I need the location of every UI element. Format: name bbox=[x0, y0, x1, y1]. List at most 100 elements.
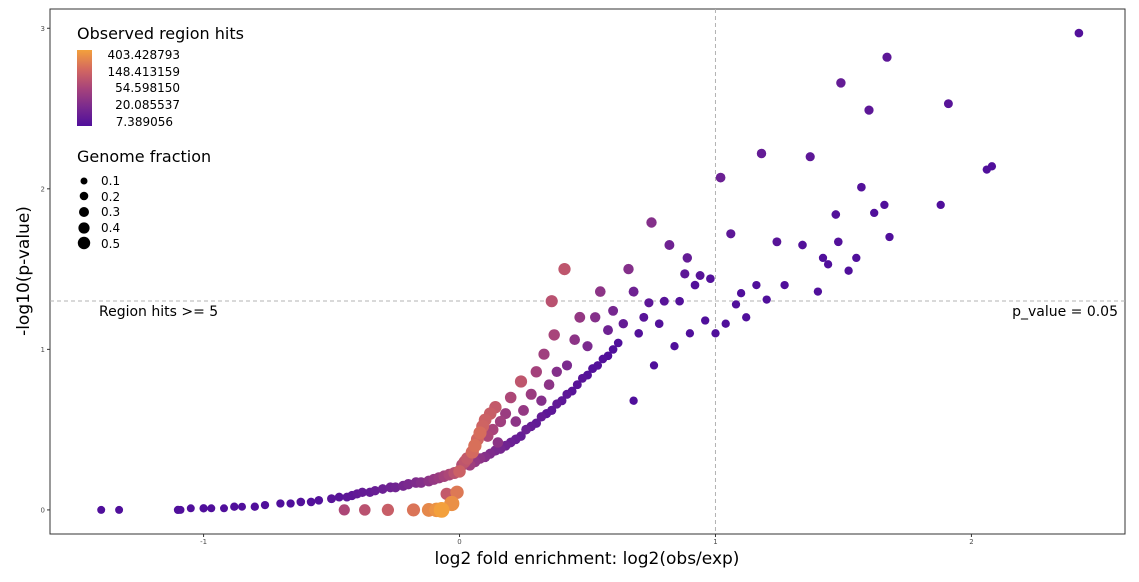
data-point bbox=[296, 497, 306, 507]
data-point bbox=[525, 388, 537, 400]
data-point bbox=[207, 504, 216, 513]
y-axis-title: -log10(p-value) bbox=[14, 206, 34, 336]
x-tick-label: 1 bbox=[713, 538, 717, 546]
data-point bbox=[494, 416, 507, 428]
data-point bbox=[715, 172, 726, 183]
axis-ticks: -1 0 1 2 0 1 2 3 bbox=[41, 25, 974, 546]
data-point bbox=[390, 482, 401, 493]
size-legend: Genome fraction 0.1 0.2 0.3 0.4 0.5 bbox=[77, 147, 211, 251]
data-point bbox=[805, 152, 815, 162]
data-point bbox=[798, 240, 807, 250]
color-legend-label: 20.085537 bbox=[115, 98, 180, 112]
data-point bbox=[629, 396, 638, 405]
data-point bbox=[736, 289, 746, 298]
data-point bbox=[711, 329, 720, 338]
data-point bbox=[574, 311, 586, 323]
data-point bbox=[695, 271, 705, 280]
data-point bbox=[510, 416, 522, 427]
size-legend-key bbox=[77, 236, 91, 250]
data-point bbox=[514, 375, 528, 388]
y-tick-label: 2 bbox=[41, 185, 45, 193]
data-point bbox=[987, 162, 997, 171]
data-point bbox=[381, 503, 395, 517]
data-point bbox=[453, 465, 466, 478]
size-legend-label: 0.1 bbox=[101, 174, 120, 188]
data-point bbox=[468, 439, 482, 453]
data-point bbox=[547, 405, 557, 415]
data-point bbox=[186, 504, 195, 513]
data-point bbox=[823, 260, 833, 269]
data-point bbox=[646, 217, 657, 228]
data-point bbox=[813, 287, 823, 296]
data-point bbox=[97, 505, 106, 514]
data-point bbox=[885, 232, 894, 242]
data-point bbox=[577, 373, 587, 383]
x-tick-label: -1 bbox=[200, 538, 207, 546]
color-legend-title: Observed region hits bbox=[77, 24, 244, 43]
data-point bbox=[286, 499, 295, 508]
data-point bbox=[943, 99, 953, 109]
data-point bbox=[857, 182, 866, 192]
data-point bbox=[230, 502, 239, 511]
data-point bbox=[521, 424, 531, 435]
data-point bbox=[680, 269, 690, 279]
plot-panel bbox=[49, 8, 1126, 535]
data-point bbox=[670, 342, 679, 351]
color-legend-label: 403.428793 bbox=[107, 48, 180, 62]
data-point bbox=[613, 338, 623, 348]
data-point bbox=[721, 319, 730, 328]
size-legend-key bbox=[79, 191, 89, 201]
data-point bbox=[500, 408, 512, 420]
size-legend-title: Genome fraction bbox=[77, 147, 211, 166]
data-point bbox=[582, 341, 593, 352]
data-point bbox=[1074, 28, 1084, 38]
data-point bbox=[357, 487, 368, 498]
data-point bbox=[608, 305, 619, 316]
data-point bbox=[518, 405, 529, 416]
data-point bbox=[536, 395, 547, 406]
data-point bbox=[833, 237, 843, 247]
data-point bbox=[314, 495, 324, 505]
data-point bbox=[504, 391, 517, 404]
data-point bbox=[639, 312, 649, 322]
color-legend-label: 7.389056 bbox=[116, 115, 173, 129]
data-point bbox=[654, 319, 664, 329]
data-point bbox=[377, 484, 388, 494]
data-point bbox=[844, 266, 853, 275]
data-point bbox=[659, 296, 669, 306]
data-point bbox=[618, 318, 629, 329]
data-point bbox=[780, 280, 789, 290]
size-legend-label: 0.5 bbox=[101, 237, 120, 251]
data-point bbox=[327, 494, 336, 504]
data-point bbox=[334, 492, 344, 502]
data-point bbox=[238, 502, 246, 511]
data-point bbox=[173, 505, 183, 515]
data-point bbox=[433, 502, 450, 518]
data-point bbox=[682, 253, 693, 263]
data-point bbox=[593, 361, 603, 370]
size-legend-label: 0.4 bbox=[101, 221, 120, 235]
data-point bbox=[558, 262, 571, 276]
data-point bbox=[882, 52, 892, 62]
data-point bbox=[685, 329, 695, 338]
color-legend-bar bbox=[77, 50, 92, 126]
data-point bbox=[492, 437, 504, 448]
data-point bbox=[359, 504, 371, 516]
size-legend-key bbox=[78, 222, 90, 234]
data-point bbox=[649, 361, 659, 370]
size-legend-key bbox=[80, 177, 88, 185]
data-point bbox=[936, 200, 945, 210]
data-point bbox=[250, 502, 259, 511]
size-legend-key bbox=[79, 207, 89, 217]
data-point bbox=[572, 380, 582, 390]
data-point bbox=[634, 328, 644, 338]
data-point bbox=[818, 253, 828, 263]
color-legend: Observed region hits 403.428793 148.4131… bbox=[77, 24, 244, 129]
data-point bbox=[530, 366, 542, 378]
data-point bbox=[852, 253, 861, 263]
data-point bbox=[595, 286, 606, 297]
data-point bbox=[731, 300, 741, 309]
data-point bbox=[701, 316, 710, 325]
y-tick-label: 0 bbox=[41, 506, 45, 514]
